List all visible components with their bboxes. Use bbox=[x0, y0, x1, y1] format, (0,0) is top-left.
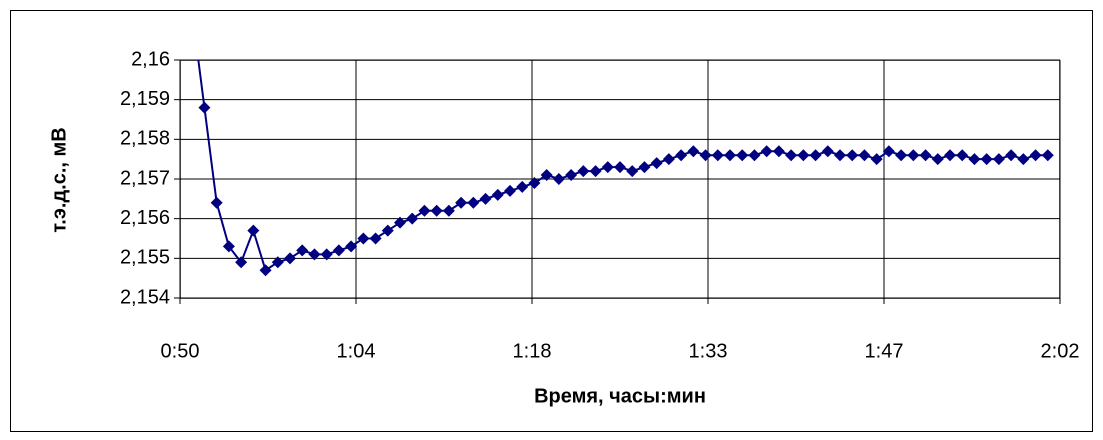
y-tick-label: 2,154 bbox=[120, 286, 170, 308]
data-point bbox=[210, 196, 223, 209]
data-point bbox=[944, 149, 956, 162]
data-point bbox=[724, 149, 736, 162]
y-tick-label: 2,155 bbox=[120, 247, 170, 269]
data-point bbox=[992, 153, 1005, 166]
data-point bbox=[1017, 153, 1030, 166]
data-point bbox=[504, 184, 516, 197]
data-point bbox=[968, 153, 981, 166]
data-point bbox=[320, 248, 333, 261]
data-point bbox=[589, 165, 602, 178]
data-point bbox=[247, 224, 260, 237]
data-point bbox=[870, 153, 883, 166]
y-axis-label: т.э.д.с., мВ bbox=[48, 127, 70, 232]
data-point bbox=[516, 180, 529, 193]
data-point bbox=[455, 196, 468, 209]
data-point bbox=[601, 161, 614, 174]
data-point bbox=[931, 153, 944, 166]
data-point bbox=[907, 149, 920, 162]
data-point bbox=[357, 232, 370, 245]
x-tick-label: 1:18 bbox=[513, 340, 552, 362]
y-tick-label: 2,157 bbox=[120, 167, 170, 189]
series-group bbox=[197, 60, 1054, 277]
data-point bbox=[895, 149, 908, 162]
data-point bbox=[565, 169, 578, 182]
data-point bbox=[467, 196, 480, 209]
data-point bbox=[430, 204, 443, 217]
y-tick-label: 2,156 bbox=[120, 207, 170, 229]
data-point bbox=[846, 149, 859, 162]
data-point bbox=[711, 149, 724, 162]
data-point bbox=[919, 149, 932, 162]
data-point bbox=[552, 173, 565, 185]
data-point bbox=[1005, 149, 1018, 162]
data-point bbox=[394, 216, 406, 229]
data-point bbox=[284, 252, 296, 265]
data-point bbox=[834, 149, 846, 162]
data-point bbox=[687, 145, 700, 158]
data-point bbox=[235, 256, 248, 269]
x-axis-label: Время, часы:мин bbox=[534, 385, 706, 407]
data-point bbox=[528, 176, 541, 189]
data-point bbox=[540, 169, 553, 182]
data-point bbox=[772, 145, 785, 158]
x-tick-label: 1:04 bbox=[337, 340, 376, 362]
data-point bbox=[675, 149, 688, 162]
data-point bbox=[760, 145, 773, 158]
data-point bbox=[980, 153, 993, 166]
data-point bbox=[308, 248, 321, 261]
data-point bbox=[577, 165, 590, 178]
data-point bbox=[748, 149, 761, 162]
x-tick-label: 1:47 bbox=[865, 340, 904, 362]
data-point bbox=[821, 145, 834, 158]
data-point bbox=[699, 149, 712, 162]
data-point bbox=[442, 204, 455, 217]
data-point bbox=[345, 240, 358, 253]
x-tick-label: 1:33 bbox=[689, 340, 728, 362]
data-point bbox=[882, 145, 895, 158]
data-point bbox=[662, 153, 675, 166]
data-point bbox=[198, 101, 211, 114]
data-point bbox=[369, 232, 382, 245]
data-point bbox=[1029, 149, 1042, 162]
x-tick-label: 0:50 bbox=[161, 340, 200, 362]
data-point bbox=[785, 149, 798, 162]
data-point bbox=[638, 161, 651, 174]
data-point bbox=[259, 264, 272, 277]
y-tick-label: 2,159 bbox=[120, 88, 170, 110]
data-point bbox=[296, 244, 309, 257]
data-point bbox=[650, 157, 663, 170]
data-point bbox=[271, 256, 284, 269]
data-point bbox=[418, 204, 431, 217]
data-point bbox=[1041, 149, 1054, 162]
data-point bbox=[332, 244, 345, 257]
data-point bbox=[956, 149, 969, 162]
data-point bbox=[222, 240, 235, 253]
data-point bbox=[797, 149, 810, 162]
data-point bbox=[381, 224, 394, 237]
y-tick-label: 2,16 bbox=[131, 48, 170, 70]
data-point bbox=[406, 212, 419, 225]
data-point bbox=[491, 188, 504, 201]
x-tick-label: 2:02 bbox=[1041, 340, 1080, 362]
data-point bbox=[626, 165, 639, 178]
data-point bbox=[809, 149, 822, 162]
y-tick-label: 2,158 bbox=[120, 128, 170, 150]
data-point bbox=[479, 192, 492, 205]
data-point bbox=[736, 149, 749, 162]
data-point bbox=[858, 149, 871, 162]
data-point bbox=[614, 161, 626, 174]
